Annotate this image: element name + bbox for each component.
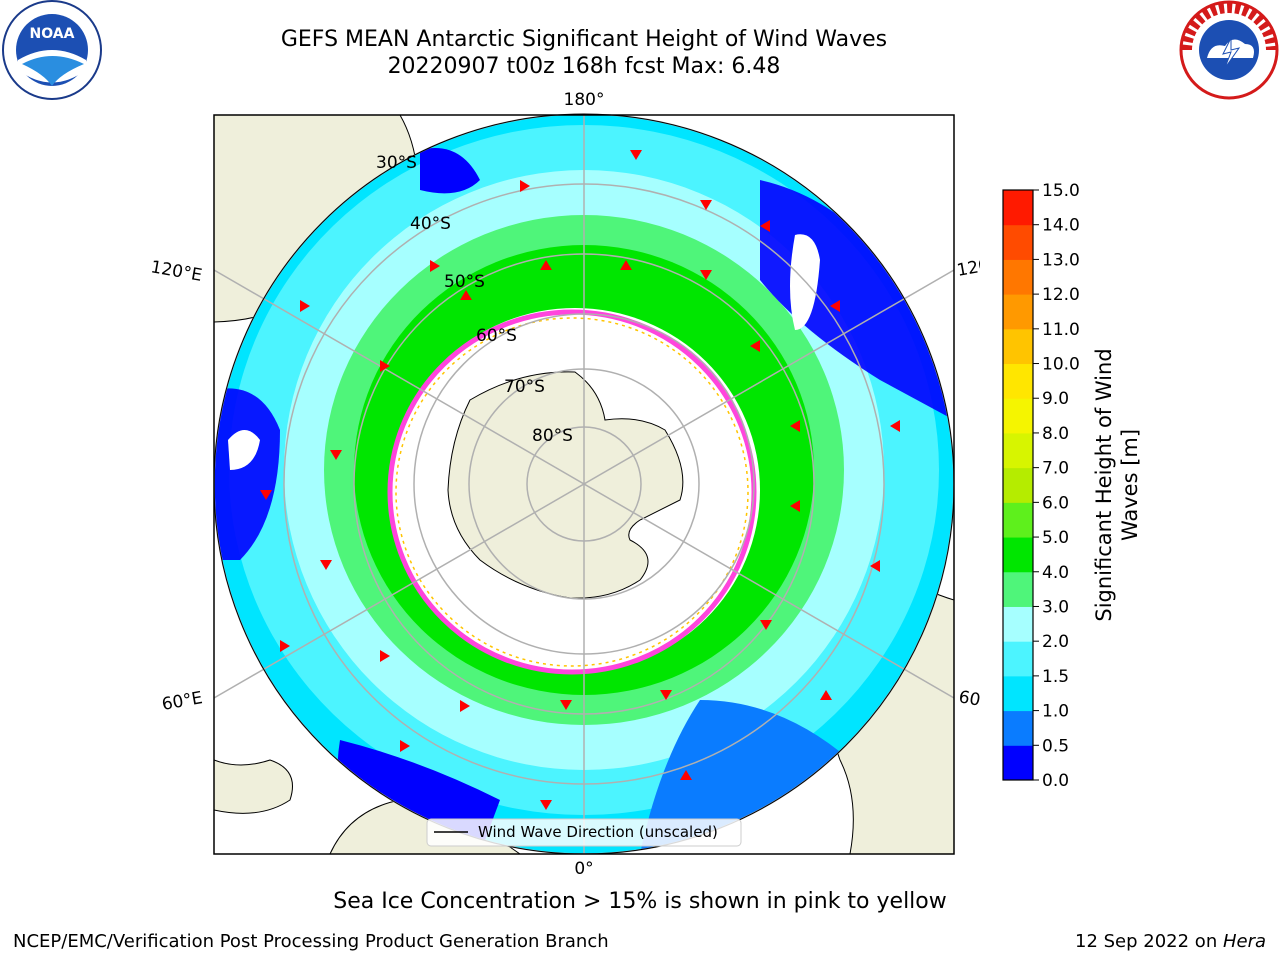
noaa-logo: NOAA bbox=[2, 0, 102, 100]
colorbar-label-line2: Waves [m] bbox=[1118, 429, 1142, 541]
map-frame bbox=[213, 114, 955, 855]
colorbar-tick-label: 1.5 bbox=[1042, 667, 1069, 687]
lat-label-80s: 80°S bbox=[532, 426, 573, 446]
colorbar-tick-label: 0.5 bbox=[1042, 736, 1069, 756]
colorbar: 0.0 0.5 1.0 1.5 2.0 3.0 4.0 5.0 6.0 7.0 8.0 9.0 10.0… bbox=[1002, 181, 1142, 790]
colorbar-tick-label: 7.0 bbox=[1042, 459, 1069, 479]
lon-label-120w: 120°W bbox=[955, 251, 980, 281]
colorbar-band bbox=[1003, 294, 1033, 330]
colorbar-tick-label: 13.0 bbox=[1042, 250, 1080, 270]
lat-label-40s: 40°S bbox=[410, 214, 451, 234]
colorbar-band bbox=[1003, 745, 1033, 781]
colorbar-band bbox=[1003, 259, 1033, 295]
map-title-line1: GEFS MEAN Antarctic Significant Height o… bbox=[280, 27, 888, 52]
colorbar-band bbox=[1003, 467, 1033, 503]
lon-label-120e: 120°E bbox=[149, 257, 203, 286]
lat-label-30s: 30°S bbox=[376, 153, 417, 173]
colorbar-band bbox=[1003, 571, 1033, 607]
colorbar-band bbox=[1003, 606, 1033, 642]
lat-label-60s: 60°S bbox=[476, 326, 517, 346]
lat-label-70s: 70°S bbox=[504, 377, 545, 397]
lon-label-60e: 60°E bbox=[160, 688, 204, 715]
lon-label-bottom: 0° bbox=[574, 859, 593, 879]
madagascar-land bbox=[214, 759, 293, 814]
sea-ice-note: Sea Ice Concentration > 15% is shown in … bbox=[333, 889, 947, 914]
colorbar-tick-label: 3.0 bbox=[1042, 597, 1069, 617]
colorbar-band bbox=[1003, 363, 1033, 399]
map-legend: Wind Wave Direction (unscaled) bbox=[426, 818, 742, 847]
colorbar-tick-label: 6.0 bbox=[1042, 493, 1069, 513]
lat-label-50s: 50°S bbox=[444, 272, 485, 292]
wind-wave-arrows bbox=[260, 150, 900, 810]
colorbar-frame bbox=[1002, 189, 1034, 781]
colorbar-tick-label: 2.0 bbox=[1042, 632, 1069, 652]
colorbar-tick-label: 12.0 bbox=[1042, 285, 1080, 305]
colorbar-band bbox=[1003, 675, 1033, 712]
colorbar-band bbox=[1003, 641, 1033, 677]
footer-host: Hera bbox=[1222, 931, 1266, 952]
colorbar-tick-label: 15.0 bbox=[1042, 181, 1080, 201]
colorbar-tick-label: 8.0 bbox=[1042, 424, 1069, 444]
colorbar-tick-label: 4.0 bbox=[1042, 563, 1069, 583]
colorbar-tick-label: 1.0 bbox=[1042, 702, 1069, 722]
colorbar-tick-label: 10.0 bbox=[1042, 355, 1080, 375]
colorbar-band bbox=[1003, 502, 1033, 538]
colorbar-band bbox=[1003, 224, 1033, 260]
colorbar-tick-label: 11.0 bbox=[1042, 320, 1080, 340]
colorbar-tick-label: 14.0 bbox=[1042, 216, 1080, 236]
nws-logo bbox=[1179, 0, 1279, 100]
colorbar-label-line1: Significant Height of Wind bbox=[1092, 348, 1116, 621]
colorbar-band bbox=[1003, 190, 1033, 226]
footer-date-text: 12 Sep 2022 on bbox=[1075, 931, 1223, 952]
noaa-logo-text: NOAA bbox=[30, 26, 75, 42]
lon-label-top: 180° bbox=[564, 90, 605, 110]
map-title-line2: 20220907 t00z 168h fcst Max: 6.48 bbox=[387, 54, 781, 79]
colorbar-band bbox=[1003, 710, 1033, 746]
lon-label-60w: 60°W bbox=[957, 687, 980, 715]
colorbar-band bbox=[1003, 432, 1033, 469]
colorbar-tick-label: 5.0 bbox=[1042, 528, 1069, 548]
legend-label: Wind Wave Direction (unscaled) bbox=[478, 823, 718, 841]
sea-ice-edge-inner bbox=[395, 317, 749, 667]
polar-map: 30°S 40°S 50°S 60°S 70°S 80°S 180° 0° 12… bbox=[149, 90, 980, 879]
graticule bbox=[214, 115, 954, 854]
antarctica-land bbox=[447, 371, 684, 599]
colorbar-band bbox=[1003, 398, 1033, 434]
colorbar-band bbox=[1003, 328, 1033, 365]
colorbar-band bbox=[1003, 537, 1033, 573]
footer-branch: NCEP/EMC/Verification Post Processing Pr… bbox=[13, 931, 609, 952]
footer-date: 12 Sep 2022 on Hera bbox=[1075, 931, 1266, 952]
colorbar-tick-label: 9.0 bbox=[1042, 389, 1069, 409]
colorbar-tick-label: 0.0 bbox=[1042, 771, 1069, 790]
